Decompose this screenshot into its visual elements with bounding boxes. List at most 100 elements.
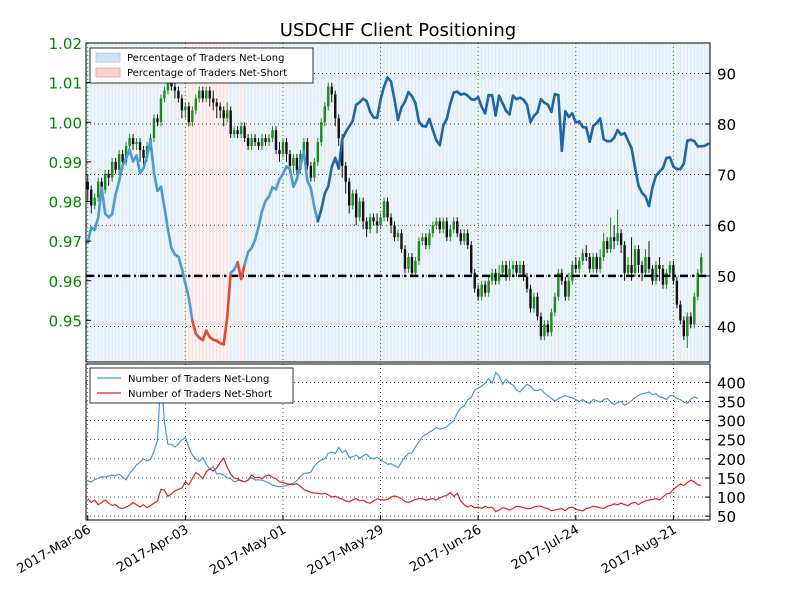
- candle-body: [288, 153, 292, 166]
- net-long-band-line: [310, 43, 312, 362]
- net-long-pct-segment: [292, 177, 299, 189]
- net-short-band-line: [223, 43, 225, 362]
- candle-body: [313, 161, 316, 178]
- candle-body: [490, 272, 494, 281]
- candle-body: [417, 241, 421, 261]
- candle-body: [539, 316, 543, 337]
- candle-body: [546, 324, 550, 333]
- candle-body: [595, 256, 598, 269]
- candle-body: [553, 296, 557, 313]
- candle-body: [97, 181, 100, 198]
- net-long-band-line: [544, 43, 545, 362]
- net-long-band-line: [659, 43, 660, 362]
- long-count-series-line: [87, 371, 699, 488]
- candle-body: [571, 264, 574, 281]
- net-long-band-line: [418, 43, 420, 362]
- net-long-pct-segment: [445, 102, 452, 121]
- candle-body: [117, 153, 121, 170]
- net-long-band-line: [122, 43, 124, 362]
- candle-body: [414, 260, 417, 273]
- left-tick-label: 0.96: [49, 273, 82, 291]
- candle-body: [236, 130, 239, 135]
- candle-body: [232, 130, 236, 135]
- net-long-band-line: [174, 43, 176, 362]
- candle-body: [138, 142, 142, 150]
- candle-body: [421, 237, 424, 242]
- candle-body: [511, 264, 515, 269]
- net-long-band-line: [575, 43, 577, 362]
- net-long-band-line: [652, 43, 653, 362]
- candle-body: [128, 138, 131, 147]
- candle-body: [103, 173, 107, 190]
- candle-body: [679, 304, 682, 321]
- candle-body: [110, 161, 114, 178]
- net-long-band-line: [578, 43, 580, 362]
- right-tick-label: 70: [717, 167, 736, 185]
- candle-body: [442, 221, 445, 230]
- candle-body: [194, 98, 198, 111]
- candle-body: [264, 138, 267, 143]
- net-long-band-line: [470, 43, 472, 362]
- candle-body: [456, 221, 459, 234]
- candle-body: [243, 126, 246, 139]
- net-long-pct-segment: [557, 93, 564, 153]
- right-tick-label: 50: [717, 268, 736, 286]
- net-long-pct-segment: [414, 101, 421, 123]
- net-long-pct-segment: [117, 164, 124, 183]
- candle-body: [449, 229, 452, 238]
- net-long-band-line: [299, 43, 301, 362]
- net-long-band-line: [512, 43, 514, 362]
- net-long-band-line: [97, 43, 99, 362]
- candle-body: [407, 256, 410, 269]
- candle-body: [665, 272, 668, 285]
- net-long-pct-segment: [393, 98, 400, 122]
- legend-label-long-count: Number of Traders Net-Long: [128, 374, 269, 385]
- net-long-band-line: [286, 43, 287, 362]
- candle-body: [274, 130, 278, 150]
- candle-body: [124, 146, 128, 162]
- net-long-band-line: [686, 43, 688, 362]
- net-long-band-line: [676, 43, 678, 362]
- net-long-band-line: [533, 43, 535, 362]
- net-long-band-line: [672, 43, 674, 362]
- net-long-pct-segment: [180, 267, 187, 285]
- net-short-band-line: [226, 43, 228, 362]
- net-long-band-line: [530, 43, 531, 362]
- candle-body: [532, 296, 536, 309]
- net-long-band-line: [526, 43, 528, 362]
- net-long-pct-segment: [225, 271, 232, 320]
- x-tick-label: 2017-Apr-03: [114, 522, 191, 575]
- left-tick-label: 1.00: [49, 114, 82, 132]
- candle-body: [592, 256, 595, 269]
- candle-body: [239, 126, 243, 135]
- net-long-band-line: [589, 43, 591, 362]
- net-long-band-line: [474, 43, 476, 362]
- net-long-band-line: [690, 43, 692, 362]
- candle-body: [292, 157, 295, 166]
- net-long-pct-segment: [630, 147, 637, 169]
- candle-body: [368, 217, 372, 230]
- candle-body: [476, 288, 480, 297]
- x-tick-label: 2017-Aug-21: [599, 522, 679, 577]
- x-tick-label: 2017-May-01: [207, 522, 289, 578]
- bottom-legend: Number of Traders Net-Long Number of Tra…: [89, 367, 294, 404]
- net-long-band-line: [627, 43, 629, 362]
- candle-body: [400, 233, 403, 250]
- net-long-pct-segment: [93, 216, 100, 232]
- net-long-pct-segment: [121, 157, 128, 167]
- net-short-band-line: [219, 43, 221, 362]
- net-long-band-line: [603, 43, 605, 362]
- net-long-band-line: [662, 43, 664, 362]
- net-long-band-line: [376, 43, 378, 362]
- net-long-band-line: [693, 43, 695, 362]
- net-long-band-line: [111, 43, 113, 362]
- candle-body: [253, 138, 257, 143]
- left-tick-label: 0.98: [49, 194, 82, 212]
- candle-body: [198, 90, 201, 99]
- net-long-pct-segment: [166, 228, 173, 250]
- candle-body: [480, 284, 483, 297]
- net-long-pct-segment: [501, 101, 508, 113]
- net-long-band-line: [460, 43, 462, 362]
- candle-body: [163, 90, 166, 99]
- candle-body: [522, 264, 525, 277]
